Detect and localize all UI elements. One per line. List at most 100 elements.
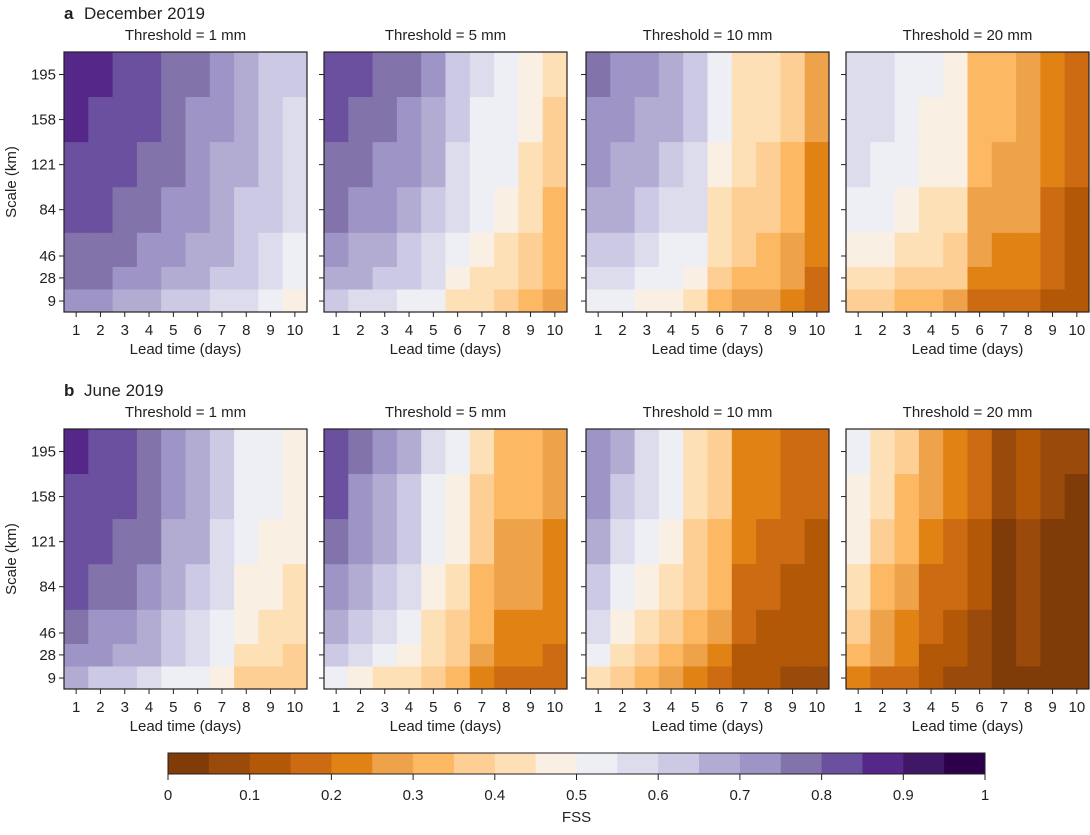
heatmap-cell [846,519,871,565]
heatmap-cell [161,609,186,645]
heatmap-cell [1016,666,1041,690]
heatmap-cell [846,564,871,611]
heatmap-cell [1064,643,1090,667]
heatmap-cell [683,187,708,234]
x-tick-label: 2 [878,322,886,339]
heatmap-cell [372,266,398,290]
heatmap-cell [1016,97,1041,143]
heatmap-cell [494,266,519,290]
heatmap-cell [804,666,830,690]
heatmap-cell [445,266,471,290]
x-tick-label: 7 [218,322,226,339]
x-tick-label: 9 [526,699,534,716]
heatmap-cell [348,97,373,143]
heatmap-cell [991,666,1017,690]
heatmap-cell [804,97,830,143]
heatmap-cell [348,232,373,268]
heatmap-cell [421,232,446,268]
heatmap-cell [136,564,162,611]
heatmap-cell [494,643,519,667]
heatmap-cell [943,643,968,667]
heatmap-cell [494,429,519,475]
heatmap-cell [518,666,544,690]
heatmap-cell [372,564,398,611]
heatmap-cell [282,52,308,98]
heatmap-cell [209,564,235,611]
heatmap-cell [209,429,235,475]
heatmap-cell [494,474,519,520]
heatmap-cell [136,429,162,475]
heatmap-cell [683,97,708,143]
heatmap-cell [846,187,871,234]
heatmap-cell [518,564,544,611]
heatmap-cell [634,666,660,690]
heatmap-cell [421,266,446,290]
heatmap-cell [846,474,871,520]
heatmap-cell [324,609,349,645]
heatmap-cell [234,142,259,188]
heatmap-cell [894,232,920,268]
heatmap-cell [756,609,781,645]
heatmap-cell [136,519,162,565]
heatmap-cells [64,429,308,690]
heatmap-cell [209,643,235,667]
colorbar-label: FSS [562,809,591,826]
x-tick-label: 2 [878,699,886,716]
heatmap-cell [469,187,495,234]
heatmap-cell [870,52,895,98]
heatmap-cell [634,232,660,268]
heatmap-cell [348,666,373,690]
heatmap-cell [396,97,422,143]
heatmap-cell [282,429,308,475]
heatmap-cell [894,142,920,188]
heatmap-cell [1040,97,1066,143]
heatmap-cell [396,643,422,667]
heatmap-cell [756,643,781,667]
heatmap-cell [918,564,944,611]
heatmap-cell [445,474,471,520]
heatmap-cell [88,643,113,667]
heatmap-cell [894,519,920,565]
heatmap-cell [518,142,544,188]
heatmap-cell [185,97,211,143]
heatmap-cell [185,429,211,475]
heatmap-cell [780,52,806,98]
heatmap-cell [894,609,920,645]
x-tick-label: 1 [72,699,80,716]
heatmap-cell [469,643,495,667]
heatmap-cell [372,52,398,98]
heatmap-cell [542,97,568,143]
heatmap-cell [707,474,733,520]
x-tick-label: 3 [643,322,651,339]
y-tick-label: 28 [39,647,56,664]
heatmap-cell [64,266,89,290]
heatmap-cell [918,519,944,565]
heatmap-cell [518,643,544,667]
heatmap-cell [324,232,349,268]
heatmap-cell [1040,289,1066,313]
heatmap-cell [112,643,138,667]
heatmap-cell [1016,643,1041,667]
heatmap-cell [185,266,211,290]
x-tick-label: 10 [1069,322,1086,339]
heatmap-cell [324,97,349,143]
heatmap-cell [64,666,89,690]
heatmap-cell [1064,666,1090,690]
heatmap-cell [894,187,920,234]
x-tick-label: 3 [643,699,651,716]
heatmap-cell [421,142,446,188]
heatmap-cell [991,643,1017,667]
heatmap-cell [707,289,733,313]
heatmap-cell [348,142,373,188]
heatmap-cell [967,666,993,690]
x-tick-label: 3 [121,322,129,339]
heatmap-cell [918,97,944,143]
heatmap-cell [324,474,349,520]
y-tick-label: 9 [48,293,56,310]
colorbar-bin [821,753,863,774]
heatmap-cell [161,289,186,313]
heatmap-cell [396,266,422,290]
x-tick-label: 1 [332,322,340,339]
heatmap-cell [658,187,684,234]
heatmap-cell [894,474,920,520]
